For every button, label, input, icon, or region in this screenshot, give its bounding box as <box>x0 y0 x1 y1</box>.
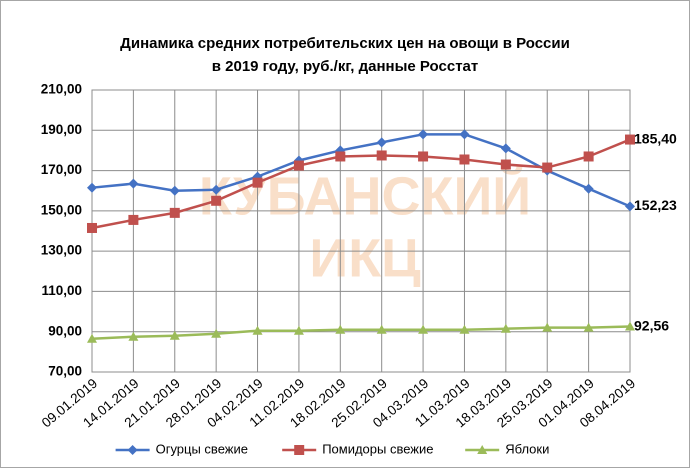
marker <box>583 151 594 162</box>
marker <box>335 324 346 334</box>
chart-title: в 2019 году, руб./кг, данные Росстат <box>212 58 479 75</box>
marker <box>211 184 222 195</box>
marker <box>294 445 305 455</box>
value-label: 185,40 <box>634 130 677 146</box>
marker <box>625 321 635 331</box>
marker <box>418 324 429 334</box>
marker <box>293 160 304 171</box>
y-tick-label: 150,00 <box>41 202 82 217</box>
marker <box>583 322 594 332</box>
marker <box>625 134 635 145</box>
marker <box>211 328 222 338</box>
watermark: ИКЦ <box>309 228 421 288</box>
marker <box>418 151 429 162</box>
chart-title: Динамика средних потребительских цен на … <box>120 35 570 52</box>
marker <box>542 162 553 173</box>
series-line <box>91 138 631 230</box>
y-tick-label: 70,00 <box>48 364 82 379</box>
y-tick-label: 190,00 <box>41 122 82 137</box>
marker <box>87 222 97 233</box>
legend-label: Яблоки <box>505 441 549 456</box>
marker <box>211 195 222 206</box>
marker <box>500 159 511 170</box>
marker <box>128 331 139 341</box>
marker <box>542 322 553 332</box>
marker <box>376 137 387 148</box>
marker <box>459 324 470 334</box>
marker <box>459 129 470 140</box>
marker <box>128 178 139 189</box>
marker <box>87 182 97 193</box>
marker <box>252 325 263 335</box>
y-tick-label: 90,00 <box>48 323 82 338</box>
y-tick-label: 170,00 <box>41 162 82 177</box>
marker <box>625 201 635 212</box>
marker <box>169 207 180 218</box>
marker <box>459 154 470 165</box>
marker <box>169 185 180 196</box>
y-tick-label: 210,00 <box>41 82 82 97</box>
marker <box>477 445 488 454</box>
marker <box>376 324 387 334</box>
marker <box>127 445 138 455</box>
marker <box>418 129 429 140</box>
legend-label: Огурцы свежие <box>156 441 248 456</box>
marker <box>376 150 387 161</box>
y-tick-label: 110,00 <box>41 283 82 298</box>
marker <box>583 183 594 194</box>
marker <box>293 325 304 335</box>
marker <box>500 143 511 154</box>
y-tick-label: 130,00 <box>41 243 82 258</box>
value-label: 152,23 <box>634 197 677 213</box>
watermark: КУБАНСКИЙ <box>199 165 531 226</box>
marker <box>335 151 346 162</box>
legend-label: Помидоры свежие <box>322 441 433 456</box>
series-line <box>91 325 631 341</box>
marker <box>87 333 97 343</box>
value-label: 92,56 <box>634 317 669 333</box>
marker <box>252 177 263 188</box>
marker <box>169 330 180 340</box>
marker <box>500 323 511 333</box>
marker <box>128 214 139 225</box>
